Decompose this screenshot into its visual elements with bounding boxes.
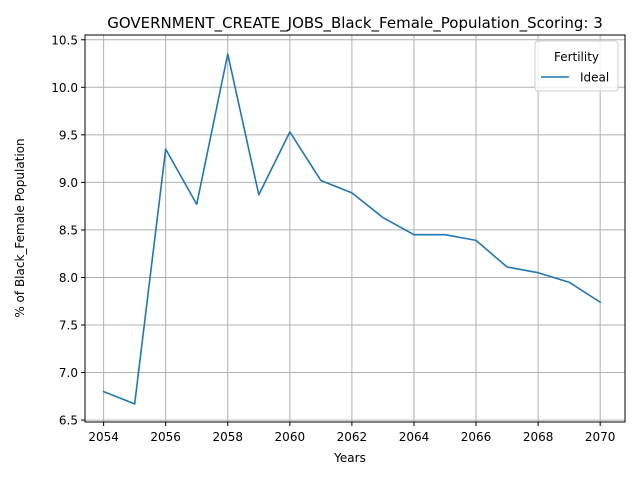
y-axis-ticks: 6.5 7.0 7.5 8.0 8.5 9.0 9.5 10.0 10.5 xyxy=(51,33,85,428)
legend: Fertility Ideal xyxy=(534,40,619,92)
x-axis-label: Years xyxy=(333,451,366,465)
chart-title: GOVERNMENT_CREATE_JOBS_Black_Female_Popu… xyxy=(107,14,603,33)
x-tick-label: 2070 xyxy=(585,430,616,444)
x-tick-label: 2062 xyxy=(337,430,368,444)
x-tick-label: 2068 xyxy=(523,430,554,444)
y-tick-label: 8.0 xyxy=(59,271,78,285)
y-axis-label: % of Black_Female Population xyxy=(13,138,27,317)
grid xyxy=(85,35,625,422)
y-tick-label: 9.0 xyxy=(59,176,78,190)
y-tick-label: 7.5 xyxy=(59,319,78,333)
x-tick-label: 2064 xyxy=(399,430,430,444)
y-tick-label: 8.5 xyxy=(59,223,78,237)
x-tick-label: 2060 xyxy=(275,430,306,444)
legend-box xyxy=(534,40,619,92)
legend-title: Fertility xyxy=(554,50,599,64)
y-tick-label: 10.5 xyxy=(51,33,78,47)
x-tick-label: 2056 xyxy=(150,430,181,444)
y-tick-label: 9.5 xyxy=(59,128,78,142)
plot-frame xyxy=(84,34,626,423)
series-layer xyxy=(102,53,602,405)
y-tick-label: 7.0 xyxy=(59,366,78,380)
x-axis-ticks: 2054 2056 2058 2060 2062 2064 2066 2068 2070 xyxy=(88,422,615,444)
x-tick-label: 2066 xyxy=(461,430,492,444)
x-tick-label: 2054 xyxy=(88,430,119,444)
legend-label-ideal: Ideal xyxy=(580,71,609,85)
x-tick-label: 2058 xyxy=(212,430,243,444)
series-line-ideal xyxy=(102,53,602,405)
y-tick-label: 6.5 xyxy=(59,414,78,428)
y-tick-label: 10.0 xyxy=(51,81,78,95)
